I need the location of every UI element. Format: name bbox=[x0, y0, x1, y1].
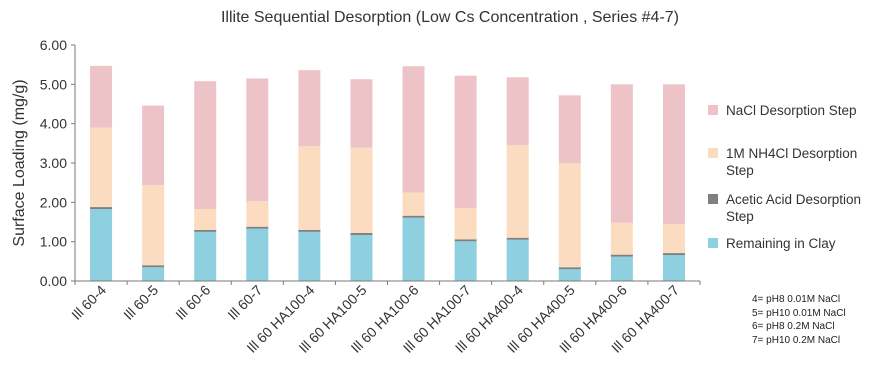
bar-segment bbox=[610, 84, 633, 223]
bar-segment bbox=[246, 228, 269, 281]
bar-group bbox=[558, 95, 581, 281]
bar-segment bbox=[90, 209, 113, 281]
bar-segment bbox=[142, 267, 165, 281]
bar-segment bbox=[662, 223, 685, 254]
legend-swatch bbox=[708, 105, 718, 115]
bar-segment bbox=[454, 239, 477, 242]
x-tick-label: Ill 60-6 bbox=[172, 282, 213, 323]
bar-segment bbox=[142, 265, 165, 268]
bar-segment bbox=[558, 163, 581, 268]
bar-segment bbox=[194, 81, 217, 210]
bar-group bbox=[142, 105, 165, 281]
legend-label: NaCl Desorption Step bbox=[726, 103, 857, 118]
legend-swatch bbox=[708, 148, 718, 158]
bar-segment bbox=[454, 208, 477, 240]
legend-item: Remaining in Clay bbox=[708, 236, 836, 251]
bar-segment bbox=[90, 207, 113, 210]
bar-segment bbox=[90, 65, 113, 128]
chart-title: Illite Sequential Desorption (Low Cs Con… bbox=[221, 9, 679, 26]
y-tick-label: 6.00 bbox=[40, 37, 67, 53]
legend: NaCl Desorption Step 1M NH4Cl Desorption S… bbox=[708, 103, 861, 251]
bar-segment bbox=[350, 234, 373, 281]
bar-segment bbox=[558, 267, 581, 270]
legend-item: Acetic Acid Desorption Step bbox=[708, 192, 861, 224]
bar-segment bbox=[454, 75, 477, 209]
legend-item: 1M NH4Cl Desorption Step bbox=[708, 146, 857, 178]
bar-segment bbox=[142, 185, 165, 266]
x-tick-label: Ill 60-7 bbox=[224, 282, 265, 323]
bar-segment bbox=[246, 78, 269, 202]
bar-segment bbox=[506, 237, 529, 240]
bar-group bbox=[194, 81, 217, 281]
condition-notes: 4= pH8 0.01M NaCl 5= pH10 0.01M NaCl 6= … bbox=[752, 293, 846, 347]
bar-segment bbox=[506, 239, 529, 281]
legend-swatch bbox=[708, 238, 718, 248]
bar-group bbox=[298, 70, 321, 281]
bar-segment bbox=[558, 95, 581, 163]
legend-label: Acetic Acid Desorption Step bbox=[726, 192, 861, 224]
note-7: 7= pH10 0.2M NaCl bbox=[752, 334, 841, 346]
bar-group bbox=[662, 84, 685, 281]
bar-segment bbox=[402, 215, 425, 218]
y-axis-label: Surface Loading (mg/g) bbox=[11, 79, 28, 246]
y-tick-label: 5.00 bbox=[40, 76, 67, 92]
y-tick-label: 1.00 bbox=[40, 234, 67, 250]
note-6: 6= pH8 0.2M NaCl bbox=[752, 321, 835, 332]
x-tick-label: Ill 60-4 bbox=[68, 282, 109, 323]
bar-segment bbox=[558, 269, 581, 281]
bar-segment bbox=[662, 84, 685, 224]
x-tick-label: Ill 60-5 bbox=[120, 282, 161, 323]
bar-segment bbox=[402, 192, 425, 216]
bar-segment bbox=[298, 70, 321, 147]
bar-segment bbox=[246, 226, 269, 229]
bar-group bbox=[454, 75, 477, 281]
bar-segment bbox=[506, 77, 529, 146]
legend-item: NaCl Desorption Step bbox=[708, 103, 857, 118]
note-4: 4= pH8 0.01M NaCl bbox=[752, 294, 841, 305]
legend-swatch bbox=[708, 194, 718, 204]
bar-segment bbox=[454, 241, 477, 281]
bar-segment bbox=[662, 255, 685, 281]
bar-segment bbox=[350, 79, 373, 148]
bar-segment bbox=[506, 145, 529, 238]
y-tick-label: 3.00 bbox=[40, 155, 67, 171]
bar-group bbox=[610, 84, 633, 281]
bar-group bbox=[506, 77, 529, 281]
y-tick-label: 2.00 bbox=[40, 194, 67, 210]
bar-segment bbox=[298, 229, 321, 232]
bar-segment bbox=[194, 229, 217, 232]
legend-label: 1M NH4Cl Desorption Step bbox=[726, 146, 857, 178]
y-tick-label: 0.00 bbox=[40, 273, 67, 289]
bar-segment bbox=[402, 66, 425, 193]
bar-group bbox=[350, 79, 373, 281]
bar-segment bbox=[298, 231, 321, 281]
bar-segment bbox=[350, 233, 373, 235]
bar-segment bbox=[194, 209, 217, 230]
bar-group bbox=[246, 78, 269, 281]
bar-segment bbox=[610, 256, 633, 281]
bar-segment bbox=[142, 105, 165, 186]
bar-segment bbox=[298, 146, 321, 230]
bar-segment bbox=[246, 201, 269, 227]
bar-segment bbox=[350, 147, 373, 234]
bar-segment bbox=[610, 222, 633, 255]
bar-segment bbox=[194, 231, 217, 281]
bar-segment bbox=[90, 127, 113, 208]
bar-segment bbox=[662, 253, 685, 256]
bar-segment bbox=[610, 254, 633, 257]
note-5: 5= pH10 0.01M NaCl bbox=[752, 307, 846, 319]
bar-group bbox=[402, 66, 425, 281]
bar-segment bbox=[402, 217, 425, 281]
y-tick-label: 4.00 bbox=[40, 116, 67, 132]
bar-group bbox=[90, 65, 113, 281]
legend-label: Remaining in Clay bbox=[726, 236, 836, 251]
